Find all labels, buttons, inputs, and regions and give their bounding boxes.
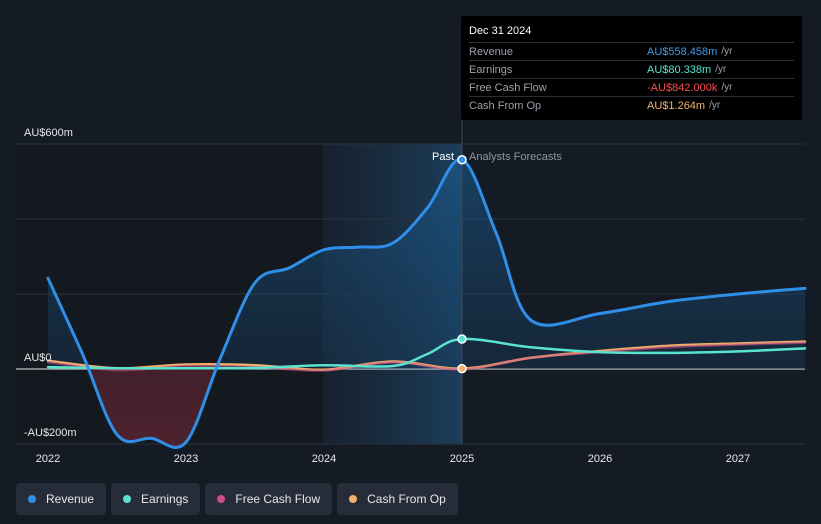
x-axis-label: 2023	[174, 453, 198, 465]
free-cash-flow-line	[46, 341, 807, 372]
tooltip-row-label: Cash From Op	[469, 99, 542, 112]
tooltip-row-unit: /yr	[715, 64, 727, 75]
tooltip-row-value: AU$1.264m	[647, 99, 706, 112]
legend-label: Revenue	[46, 492, 95, 506]
legend-item-earnings[interactable]: Earnings	[111, 483, 201, 515]
y-axis-label: -AU$200m	[24, 427, 77, 439]
tooltip-row-unit: /yr	[721, 46, 733, 57]
tooltip-row: Earnings AU$80.338m/yr	[469, 60, 794, 78]
tooltip-row: Cash From Op AU$1.264m/yr	[469, 96, 794, 114]
tooltip-row-unit: /yr	[709, 100, 721, 111]
legend-dot-icon	[28, 495, 36, 503]
revenue-marker	[457, 155, 467, 165]
revenue-line	[46, 158, 807, 449]
tooltip-panel: Dec 31 2024 Revenue AU$558.458m/yr Earning…	[461, 16, 802, 120]
legend-item-free-cash-flow[interactable]: Free Cash Flow	[205, 483, 333, 515]
x-axis-label: 2022	[36, 453, 60, 465]
x-axis-label: 2025	[450, 453, 474, 465]
legend-dot-icon	[349, 495, 358, 503]
tooltip-row-value: AU$80.338m	[647, 63, 712, 76]
x-axis-label: 2024	[312, 453, 336, 465]
tooltip-row-label: Free Cash Flow	[469, 81, 547, 94]
tooltip-row: Free Cash Flow -AU$842.000k/yr	[469, 78, 794, 96]
y-axis-label: AU$600m	[24, 127, 73, 139]
earnings-marker	[457, 334, 467, 344]
cash-from-op-marker	[457, 363, 467, 374]
legend-item-revenue[interactable]: Revenue	[16, 483, 107, 515]
forecast-label: Analysts Forecasts	[469, 151, 562, 163]
past-label: Past	[432, 151, 454, 163]
tooltip-date: Dec 31 2024	[469, 25, 532, 37]
revenue-area-positive	[48, 159, 805, 369]
tooltip-row-value: AU$558.458m	[647, 45, 718, 58]
legend-label: Free Cash Flow	[235, 492, 321, 506]
tooltip-row: Revenue AU$558.458m/yr	[469, 42, 794, 60]
legend-dot-icon	[123, 495, 132, 503]
tooltip-row-value: -AU$842.000k	[647, 81, 718, 94]
tooltip-row-label: Earnings	[469, 63, 513, 76]
y-axis-label: AU$0	[24, 352, 52, 364]
tooltip-row-unit: /yr	[721, 82, 733, 93]
legend-label: Cash From Op	[367, 492, 446, 506]
x-axis-label: 2026	[588, 453, 612, 465]
x-axis-label: 2027	[726, 453, 750, 465]
legend-dot-icon	[217, 495, 226, 503]
legend: Revenue Earnings Free Cash Flow Cash From O…	[16, 483, 458, 515]
tooltip-row-label: Revenue	[469, 45, 514, 58]
earnings-line	[46, 337, 807, 370]
legend-item-cash-from-op[interactable]: Cash From Op	[337, 483, 458, 515]
legend-label: Earnings	[141, 492, 189, 506]
